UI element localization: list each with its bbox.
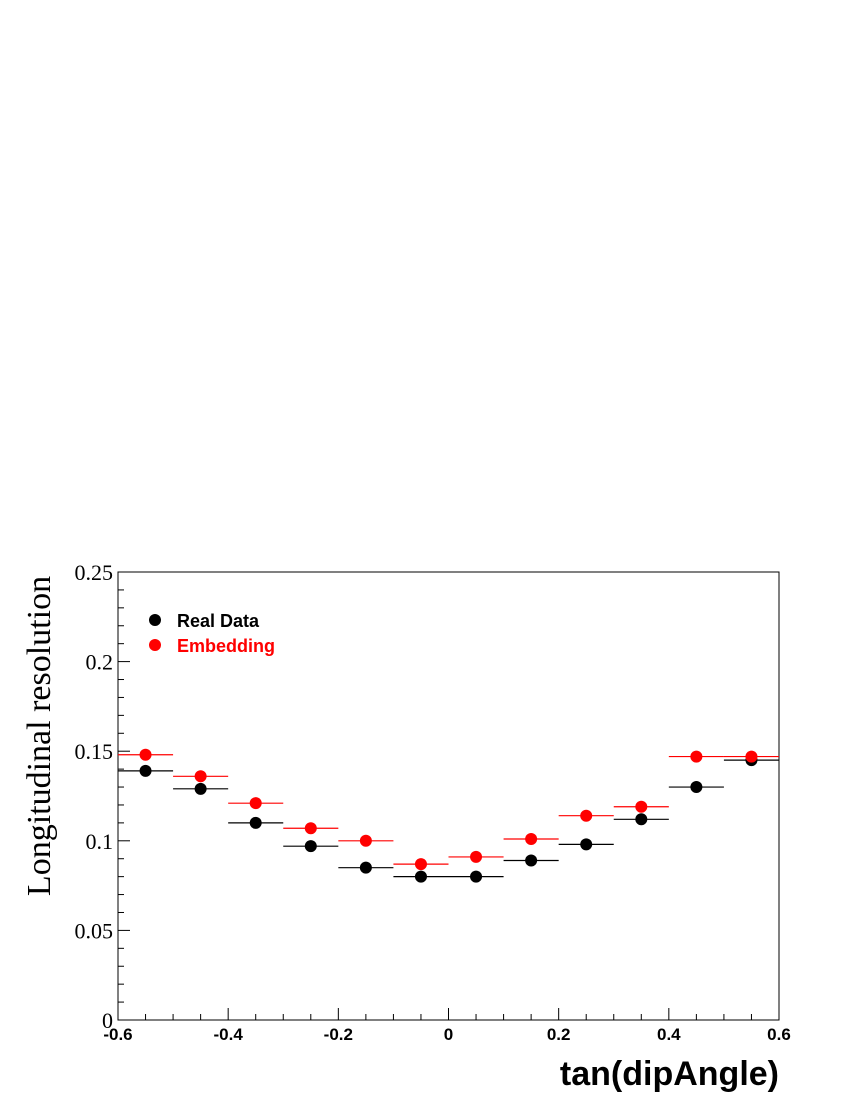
data-point	[525, 854, 538, 867]
data-point	[690, 750, 703, 763]
data-point	[194, 782, 207, 795]
data-point	[414, 870, 427, 883]
series-real-data	[118, 754, 779, 883]
data-point	[470, 870, 483, 883]
x-axis-label: tan(dipAngle)	[560, 1055, 779, 1093]
data-point	[249, 797, 262, 810]
data-point	[249, 816, 262, 829]
data-point	[414, 858, 427, 871]
data-points	[118, 748, 779, 883]
y-tick-label: 0.05	[75, 918, 114, 943]
series-embedding	[118, 748, 779, 871]
legend-label: Embedding	[177, 636, 275, 656]
data-point	[745, 750, 758, 763]
x-tick-label: -0.2	[324, 1025, 353, 1044]
legend-label: Real Data	[177, 611, 260, 631]
data-point	[194, 770, 207, 783]
data-point	[525, 833, 538, 846]
x-tick-label: -0.4	[214, 1025, 244, 1044]
data-point	[139, 748, 152, 761]
y-tick-label: 0	[102, 1008, 113, 1033]
data-point	[690, 781, 703, 794]
legend-marker	[149, 639, 161, 651]
x-tick-label: 0.4	[657, 1025, 681, 1044]
y-tick-label: 0.15	[75, 739, 114, 764]
data-point	[635, 800, 648, 813]
y-tick-label: 0.1	[86, 829, 114, 854]
x-axis: -0.6 -0.4 -0.2 0 0.2 0.4 0.6	[103, 1008, 791, 1044]
y-tick-label: 0.25	[75, 560, 114, 585]
x-tick-label: -0.6	[103, 1025, 132, 1044]
y-axis: 0 0.05 0.1 0.15 0.2 0.25	[75, 560, 130, 1033]
data-point	[304, 840, 317, 853]
data-point	[304, 822, 317, 835]
data-point	[635, 813, 648, 826]
x-tick-label: 0.6	[767, 1025, 791, 1044]
x-tick-label: 0.2	[547, 1025, 571, 1044]
data-point	[580, 809, 593, 822]
data-point	[470, 850, 483, 863]
data-point	[139, 764, 152, 777]
data-point	[359, 834, 372, 847]
y-tick-label: 0.2	[86, 650, 114, 675]
y-axis-label: Longitudinal resolution	[21, 576, 58, 896]
data-point	[359, 861, 372, 874]
legend: Real Data Embedding	[149, 611, 275, 656]
x-tick-label: 0	[444, 1025, 453, 1044]
legend-marker	[149, 614, 161, 626]
data-point	[580, 838, 593, 851]
